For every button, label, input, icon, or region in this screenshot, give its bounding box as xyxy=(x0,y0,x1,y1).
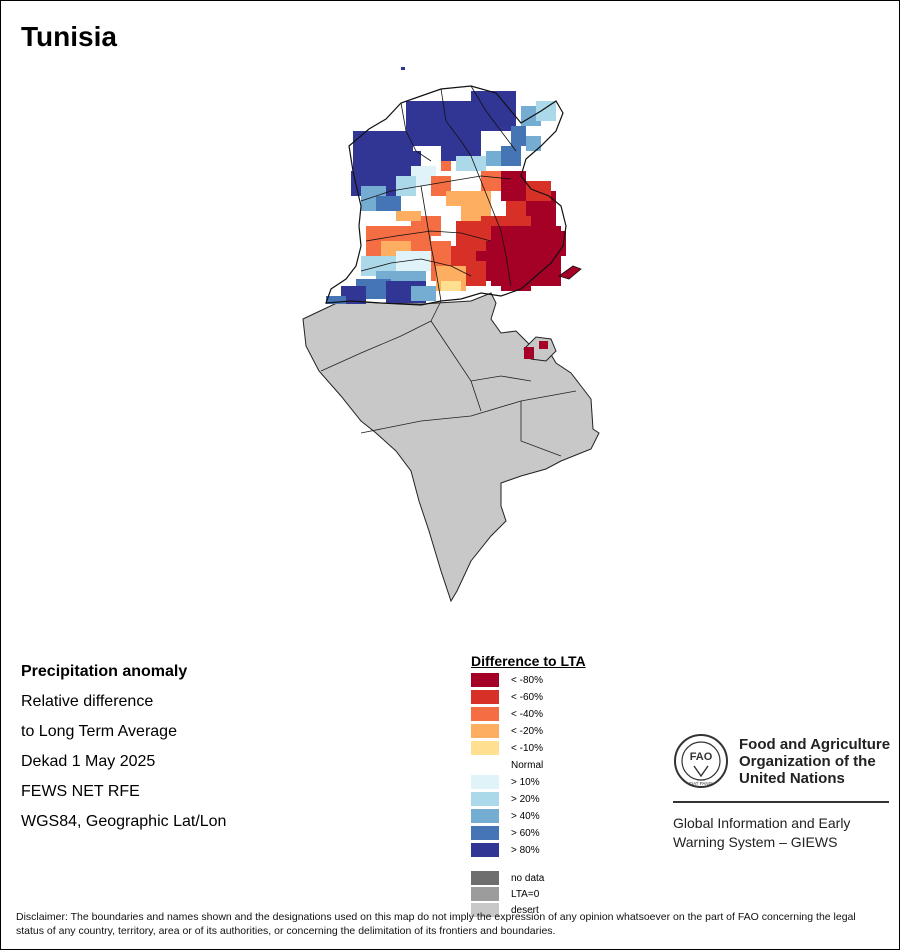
legend-swatch xyxy=(471,758,499,772)
anomaly-cell xyxy=(396,176,416,196)
legend-swatch xyxy=(471,724,499,738)
anomaly-cell xyxy=(376,196,401,211)
legend-label: > 10% xyxy=(511,776,540,788)
system-line: Global Information and Early xyxy=(673,815,851,831)
legend-label: > 60% xyxy=(511,827,540,839)
legend-item: LTA=0 xyxy=(471,887,539,901)
legend-swatch xyxy=(471,903,499,917)
island-kerkennah xyxy=(558,265,582,280)
info-line: FEWS NET RFE xyxy=(21,783,140,800)
legend-label: < -10% xyxy=(511,742,543,754)
legend-item: < -20% xyxy=(471,724,543,738)
map-info: Precipitation anomaly Relative differenc… xyxy=(21,657,226,837)
disclaimer: Disclaimer: The boundaries and names sho… xyxy=(16,911,856,937)
legend-swatch xyxy=(471,690,499,704)
org-line: Organization of the xyxy=(739,753,876,770)
map-title: Tunisia xyxy=(21,21,117,52)
legend-item: desert xyxy=(471,903,539,917)
fao-logo-text: FAO xyxy=(690,751,713,763)
legend-label: desert xyxy=(511,904,539,916)
north-coastline xyxy=(325,85,567,306)
org-line: Food and Agriculture xyxy=(739,736,891,753)
legend-label: LTA=0 xyxy=(511,888,540,900)
desert-region xyxy=(302,292,600,603)
tunisia-anomaly-map xyxy=(302,67,600,603)
info-heading: Precipitation anomaly xyxy=(21,663,188,680)
anomaly-cell xyxy=(511,126,526,146)
anomaly-cell xyxy=(526,181,551,201)
anomaly-cell xyxy=(411,286,436,301)
info-line: Dekad 1 May 2025 xyxy=(21,753,156,770)
anomaly-cell xyxy=(441,206,461,221)
anomaly-cell xyxy=(471,261,486,286)
legend-item: < -40% xyxy=(471,707,543,721)
anomaly-grid xyxy=(326,91,566,304)
legend-label: Normal xyxy=(511,759,544,771)
legend-label: > 20% xyxy=(511,793,540,805)
anomaly-cell xyxy=(506,201,526,221)
legend-label: < -40% xyxy=(511,708,543,720)
legend-item: Normal xyxy=(471,758,543,772)
giews-name: Global Information and Early Warning Sys… xyxy=(673,814,850,852)
admin-boundaries-south xyxy=(320,300,577,457)
anomaly-cell xyxy=(441,281,461,291)
legend-label: no data xyxy=(511,872,545,884)
legend-item: < -80% xyxy=(471,673,543,687)
admin-boundaries-north xyxy=(360,85,517,302)
anomaly-cell xyxy=(396,211,421,221)
anomaly-cell xyxy=(486,151,501,166)
legend-item: > 40% xyxy=(471,809,540,823)
legend-label: > 80% xyxy=(511,844,540,856)
anomaly-cell xyxy=(526,136,541,151)
anomaly-cell xyxy=(471,91,516,131)
legend-swatch xyxy=(471,707,499,721)
legend-swatch xyxy=(471,792,499,806)
legend-item: < -10% xyxy=(471,741,543,755)
anomaly-cell xyxy=(456,156,486,171)
legend-swatch xyxy=(471,741,499,755)
anomaly-cell xyxy=(411,166,436,186)
info-line: to Long Term Average xyxy=(21,723,177,740)
legend-title: Difference to LTA xyxy=(471,653,586,669)
anomaly-cell xyxy=(524,347,534,359)
legend-item: > 80% xyxy=(471,843,540,857)
legend-swatch xyxy=(471,775,499,789)
island-galite xyxy=(401,67,405,70)
system-line: Warning System – GIEWS xyxy=(673,834,838,850)
legend-item: > 10% xyxy=(471,775,540,789)
anomaly-cell xyxy=(539,341,548,349)
info-line: Relative difference xyxy=(21,693,154,710)
legend-swatch xyxy=(471,887,499,901)
anomaly-cell xyxy=(396,251,431,271)
legend: Difference to LTA < -80% < -60% < -40% < -2… xyxy=(471,653,586,917)
anomaly-cell xyxy=(341,286,366,304)
fao-logo-icon: FAO FIAT PANIS xyxy=(674,734,728,788)
legend-swatch xyxy=(471,871,499,885)
anomaly-cell xyxy=(501,146,521,166)
legend-label: < -60% xyxy=(511,691,543,703)
anomaly-cell xyxy=(501,281,531,291)
anomaly-cell xyxy=(441,161,451,171)
anomaly-cell xyxy=(541,231,566,256)
divider xyxy=(673,801,889,803)
anomaly-cell xyxy=(326,296,346,304)
anomaly-cell xyxy=(536,101,556,121)
legend-item: > 20% xyxy=(471,792,540,806)
anomaly-cell xyxy=(481,171,501,191)
legend-label: > 40% xyxy=(511,810,540,822)
legend-item: > 60% xyxy=(471,826,540,840)
legend-swatch xyxy=(471,826,499,840)
info-line: WGS84, Geographic Lat/Lon xyxy=(21,813,227,830)
legend-item: no data xyxy=(471,871,544,885)
legend-swatch xyxy=(471,809,499,823)
fao-name: Food and Agriculture Organization of the… xyxy=(739,736,890,787)
legend-swatch xyxy=(471,843,499,857)
org-line: United Nations xyxy=(739,770,845,787)
legend-swatch xyxy=(471,673,499,687)
legend-label: < -20% xyxy=(511,725,543,737)
legend-label: < -80% xyxy=(511,674,543,686)
fao-motto: FIAT PANIS xyxy=(689,781,713,786)
legend-item: < -60% xyxy=(471,690,543,704)
